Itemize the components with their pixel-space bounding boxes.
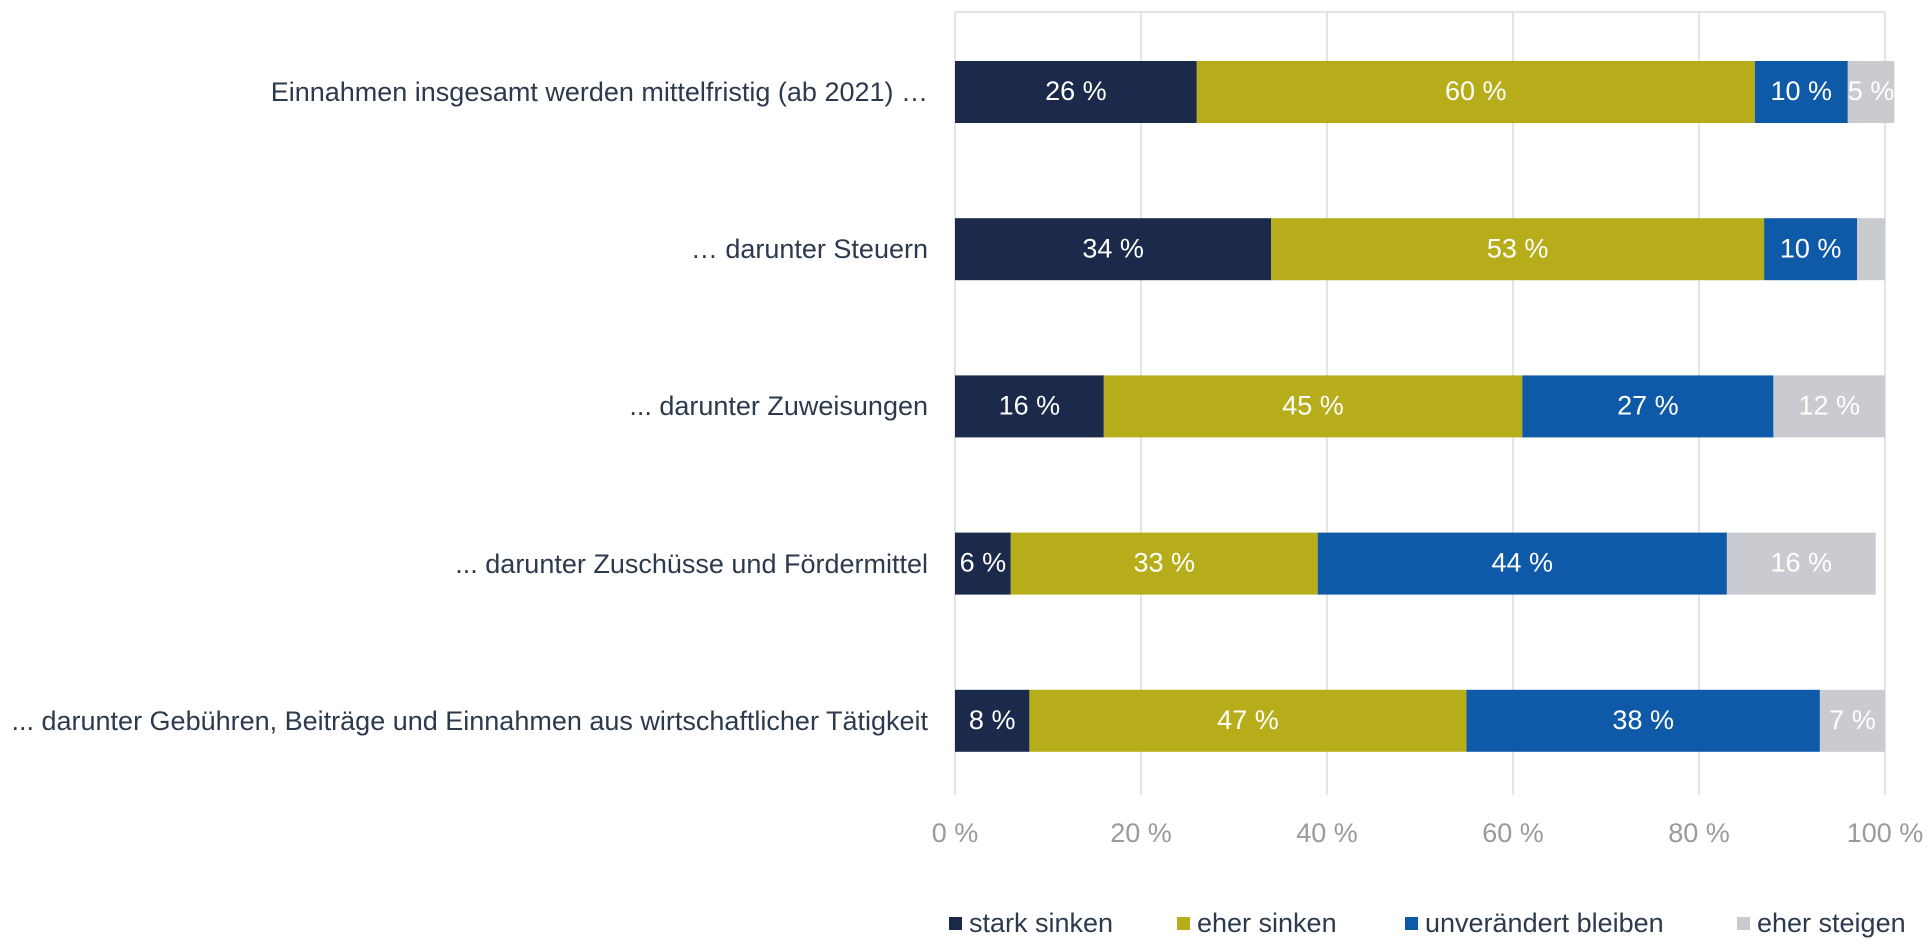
data-label: 10 %	[1780, 233, 1842, 263]
data-label: 27 %	[1617, 391, 1679, 421]
x-tick-label: 80 %	[1668, 818, 1730, 848]
bar-segment	[1764, 218, 1858, 281]
bar-segment	[1271, 218, 1765, 281]
bar-segment	[955, 689, 1030, 752]
x-tick-label: 100 %	[1847, 818, 1924, 848]
x-tick-label: 20 %	[1110, 818, 1172, 848]
x-tick-label: 0 %	[932, 818, 979, 848]
legend-label: unverändert bleiben	[1425, 908, 1664, 938]
bar-segment	[1857, 218, 1885, 281]
bar-segment	[1010, 532, 1318, 595]
legend-label: eher steigen	[1757, 908, 1906, 938]
bar-segment	[1522, 375, 1774, 438]
data-label: 33 %	[1133, 548, 1195, 578]
category-label-box: Einnahmen insgesamt werden mittelfristig…	[270, 77, 928, 107]
y-tick-label: Einnahmen insgesamt werden mittelfristig…	[270, 77, 928, 107]
category-label-box: ... darunter Zuweisungen	[629, 391, 928, 422]
data-label: 45 %	[1282, 391, 1344, 421]
data-label: 10 %	[1771, 76, 1833, 106]
data-label: 47 %	[1217, 705, 1279, 735]
legend-swatch	[1177, 917, 1190, 930]
legend-swatch	[1405, 917, 1418, 930]
y-tick-label: ... darunter Zuweisungen	[629, 391, 928, 422]
legend-label: eher sinken	[1197, 908, 1337, 938]
bar-segment	[1029, 689, 1467, 752]
bar-segment	[955, 61, 1197, 123]
bar-segment	[1819, 689, 1885, 752]
data-label: 6 %	[960, 548, 1007, 578]
bar-segment	[1317, 532, 1727, 595]
data-label: 44 %	[1492, 548, 1554, 578]
data-label: 5 %	[1848, 76, 1895, 106]
legend-swatch	[949, 917, 962, 930]
y-tick-label: … darunter Steuern	[690, 234, 928, 265]
data-label: 34 %	[1082, 233, 1144, 263]
bar-segment	[1847, 61, 1895, 123]
y-tick-label: ... darunter Zuschüsse und Fördermittel	[455, 548, 928, 579]
legend-label: stark sinken	[969, 908, 1113, 938]
data-label: 38 %	[1612, 705, 1674, 735]
data-label: 16 %	[999, 391, 1061, 421]
data-label: 26 %	[1045, 76, 1107, 106]
data-label: 8 %	[969, 705, 1016, 735]
x-tick-label: 60 %	[1482, 818, 1544, 848]
data-label: 12 %	[1798, 391, 1860, 421]
bar-segment	[955, 532, 1011, 595]
bar-segment	[1754, 61, 1848, 123]
data-label: 53 %	[1487, 233, 1549, 263]
category-label-box: ... darunter Gebühren, Beiträge und Einn…	[11, 705, 928, 736]
data-label: 7 %	[1829, 705, 1876, 735]
bar-segment	[955, 218, 1272, 281]
x-tick-label: 40 %	[1296, 818, 1358, 848]
bar-segment	[1726, 532, 1876, 595]
bar-segment	[1466, 689, 1820, 752]
category-label-box: ... darunter Zuschüsse und Fördermittel	[455, 548, 928, 579]
data-label: 60 %	[1445, 76, 1507, 106]
category-label-box: … darunter Steuern	[690, 234, 928, 265]
bar-segment	[1103, 375, 1523, 438]
bar-segment	[1773, 375, 1885, 438]
bar-segment	[1196, 61, 1755, 123]
data-label: 16 %	[1771, 548, 1833, 578]
y-tick-label: ... darunter Gebühren, Beiträge und Einn…	[11, 705, 928, 736]
legend-swatch	[1737, 917, 1750, 930]
bar-segment	[955, 375, 1104, 438]
